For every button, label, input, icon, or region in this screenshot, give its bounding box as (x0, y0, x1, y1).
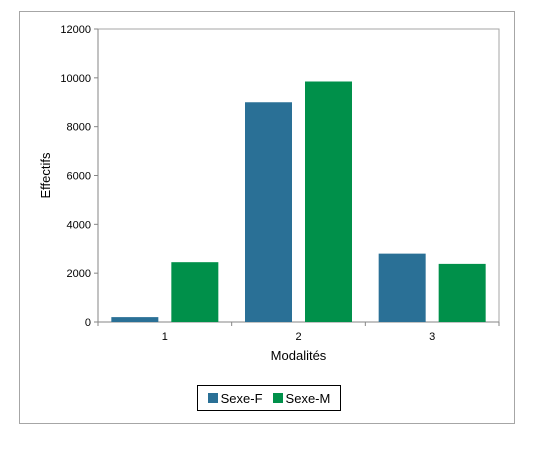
bars-group (111, 81, 486, 322)
bar-sexe-f-1 (111, 317, 159, 322)
bar-sexe-m-1 (171, 262, 219, 322)
bar-sexe-f-3 (378, 253, 426, 322)
y-axis-title: Effectifs (38, 152, 53, 199)
y-tick-label: 4000 (67, 219, 91, 231)
y-tick-label: 0 (85, 317, 91, 329)
legend-item-sexe-m: Sexe-M (272, 390, 331, 406)
legend-label: Sexe-F (220, 390, 263, 406)
x-tick-label: 3 (429, 331, 435, 343)
y-axis: 0 2000 4000 6000 8000 10000 12000 (60, 24, 99, 329)
bar-sexe-f-2 (245, 102, 292, 322)
bar-sexe-m-2 (305, 81, 352, 322)
x-tick-label: 2 (295, 331, 301, 343)
legend-swatch (207, 393, 218, 403)
legend-label: Sexe-M (285, 390, 331, 406)
y-tick-label: 10000 (60, 73, 91, 85)
y-tick-label: 12000 (60, 24, 91, 36)
legend-swatch (272, 393, 283, 403)
legend-item-sexe-f: Sexe-F (207, 390, 263, 406)
bar-sexe-m-3 (438, 263, 486, 322)
x-tick-label: 1 (162, 331, 168, 343)
y-tick-label: 2000 (67, 268, 91, 280)
x-axis-title: Modalités (271, 348, 327, 363)
y-tick-label: 6000 (67, 171, 91, 183)
legend: Sexe-F Sexe-M (197, 385, 341, 411)
y-tick-label: 8000 (67, 122, 91, 134)
x-axis: 1 2 3 (97, 321, 500, 343)
